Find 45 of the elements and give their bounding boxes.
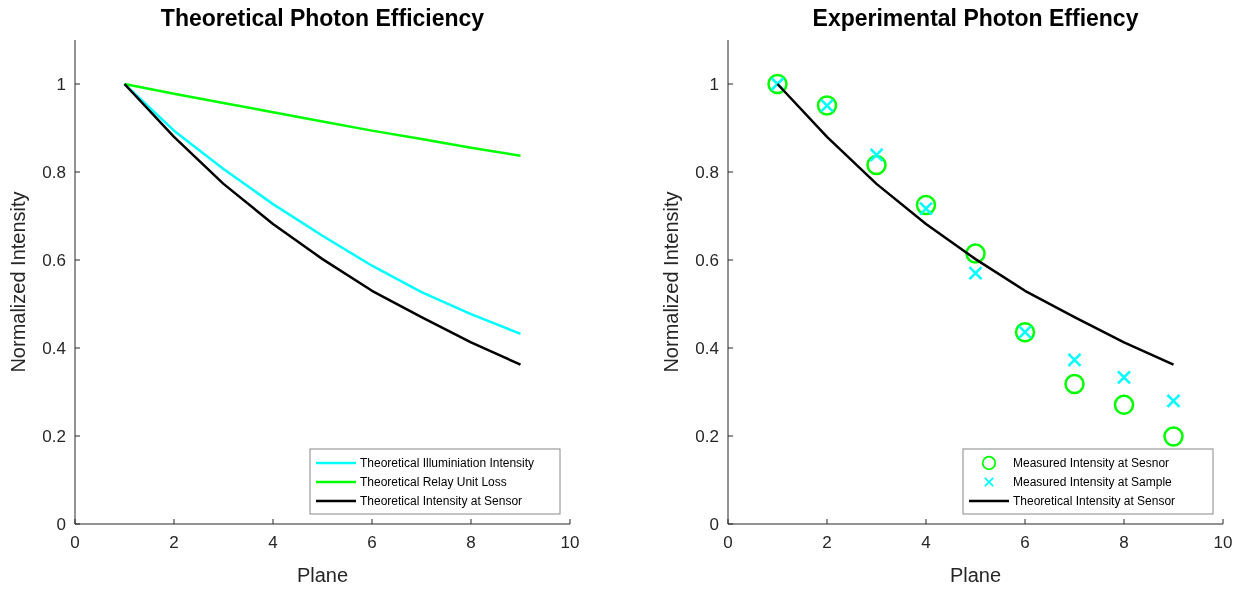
x-tick-label: 8 xyxy=(466,533,476,552)
x-tick-label: 10 xyxy=(1213,533,1233,552)
y-tick-label: 1 xyxy=(709,75,719,94)
y-tick-label: 0.4 xyxy=(695,339,719,358)
y-tick-label: 0.6 xyxy=(695,251,719,270)
y-tick-label: 0 xyxy=(709,515,719,534)
y-tick-label: 0 xyxy=(56,515,66,534)
legend-label: Theoretical Illuminiation Intensity xyxy=(360,456,535,470)
y-tick-label: 0.6 xyxy=(42,251,66,270)
x-tick-label: 8 xyxy=(1119,533,1129,552)
y-tick-label: 0.4 xyxy=(42,339,66,358)
x-tick-label: 4 xyxy=(921,533,931,552)
x-tick-label: 2 xyxy=(169,533,179,552)
y-tick-label: 0.2 xyxy=(695,427,719,446)
y-tick-label: 0.2 xyxy=(42,427,66,446)
point xyxy=(968,265,983,281)
point xyxy=(869,147,884,163)
x-tick-label: 2 xyxy=(822,533,832,552)
point xyxy=(1166,393,1181,409)
point xyxy=(1163,426,1184,447)
point xyxy=(1064,373,1085,395)
x-tick-label: 6 xyxy=(1020,533,1030,552)
point xyxy=(1067,352,1082,368)
line-series xyxy=(123,82,522,157)
point xyxy=(1116,370,1132,385)
legend-label: Theoretical Relay Unit Loss xyxy=(360,475,507,489)
point xyxy=(1113,394,1135,416)
y-axis-title: Normalized Intensity xyxy=(660,191,682,373)
x-axis-title: Plane xyxy=(296,564,349,586)
x-axis-title: Plane xyxy=(949,564,1002,586)
y-tick-label: 1 xyxy=(56,75,66,94)
legend-label: Measured Intensity at Sesnor xyxy=(1013,456,1170,470)
x-tick-label: 6 xyxy=(367,533,377,552)
legend-label: Measured Intensity at Sample xyxy=(1013,475,1173,489)
chart-title: Experimental Photon Effiency xyxy=(812,5,1139,31)
x-tick-label: 4 xyxy=(268,533,278,552)
y-tick-label: 0.8 xyxy=(42,163,66,182)
legend-label: Theoretical Intensity at Sensor xyxy=(360,494,523,508)
x-tick-label: 0 xyxy=(70,533,80,552)
x-tick-label: 0 xyxy=(723,533,733,552)
x-tick-label: 10 xyxy=(560,533,580,552)
y-tick-label: 0.8 xyxy=(695,163,719,182)
legend-label: Theoretical Intensity at Sensor xyxy=(1013,494,1176,508)
y-axis-title: Normalized Intensity xyxy=(7,191,29,373)
chart-title: Theoretical Photon Efficiency xyxy=(160,5,485,31)
